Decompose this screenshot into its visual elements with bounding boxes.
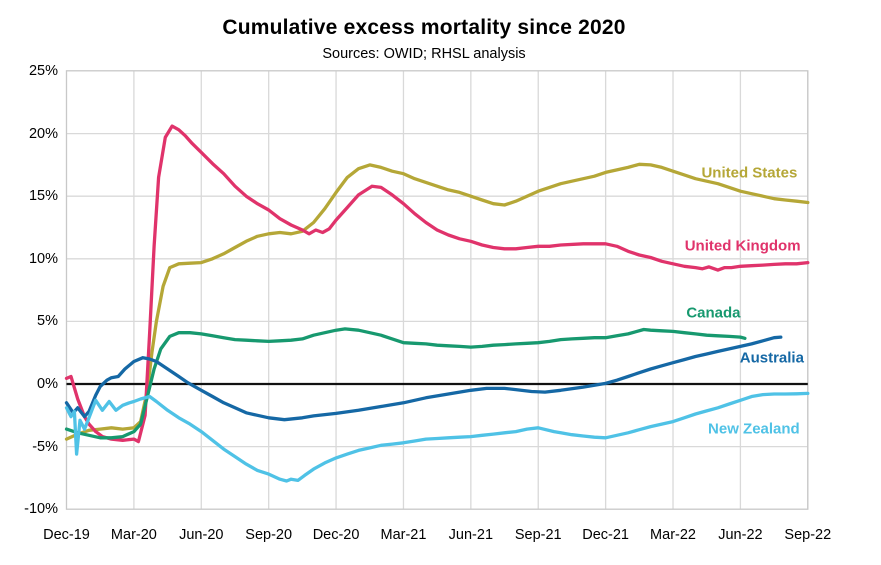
chart-title: Cumulative excess mortality since 2020 [222,16,626,39]
y-tick-label-20%: 20% [28,125,58,142]
y-tick-label-25%: 25% [28,63,58,79]
x-tick-label-mar-22: Mar-22 [650,527,696,543]
series-line-united-kingdom [64,124,810,444]
x-tick-label-jun-21: Jun-21 [448,527,494,543]
x-tick-label-sep-22: Sep-22 [784,527,832,543]
x-tick-label-dec-19: Dec-19 [43,527,90,543]
x-tick-label-jun-20: Jun-20 [179,527,224,543]
y-tick-label--5%: -5% [32,438,58,455]
y-tick-label-5%: 5% [37,313,58,330]
y-tick-label--10%: -10% [24,501,58,518]
series-line-canada [64,327,747,440]
series-line-new-zealand [64,391,810,483]
x-tick-label-sep-20: Sep-20 [245,527,293,543]
x-tick-label-dec-20: Dec-20 [312,527,360,543]
chart-subtitle: Sources: OWID; RHSL analysis [322,46,526,62]
y-tick-label-15%: 15% [28,188,58,205]
y-tick-label-10%: 10% [28,250,58,267]
x-tick-label-mar-21: Mar-21 [380,527,427,543]
series-line-united-states [64,162,810,441]
series-label-united-states: United States [701,164,798,182]
series-label-australia: Australia [739,349,804,367]
x-tick-label-sep-21: Sep-21 [514,527,562,543]
series-line-australia [64,335,783,422]
x-tick-label-jun-22: Jun-22 [718,527,763,543]
series-label-new-zealand: New Zealand [708,420,800,438]
series-label-canada: Canada [686,304,741,322]
x-tick-label-mar-20: Mar-20 [110,527,157,543]
plot-border [65,70,809,510]
x-tick-label-dec-21: Dec-21 [582,527,629,543]
y-tick-label-0%: 0% [37,376,58,392]
series-label-united-kingdom: United Kingdom [684,237,801,255]
